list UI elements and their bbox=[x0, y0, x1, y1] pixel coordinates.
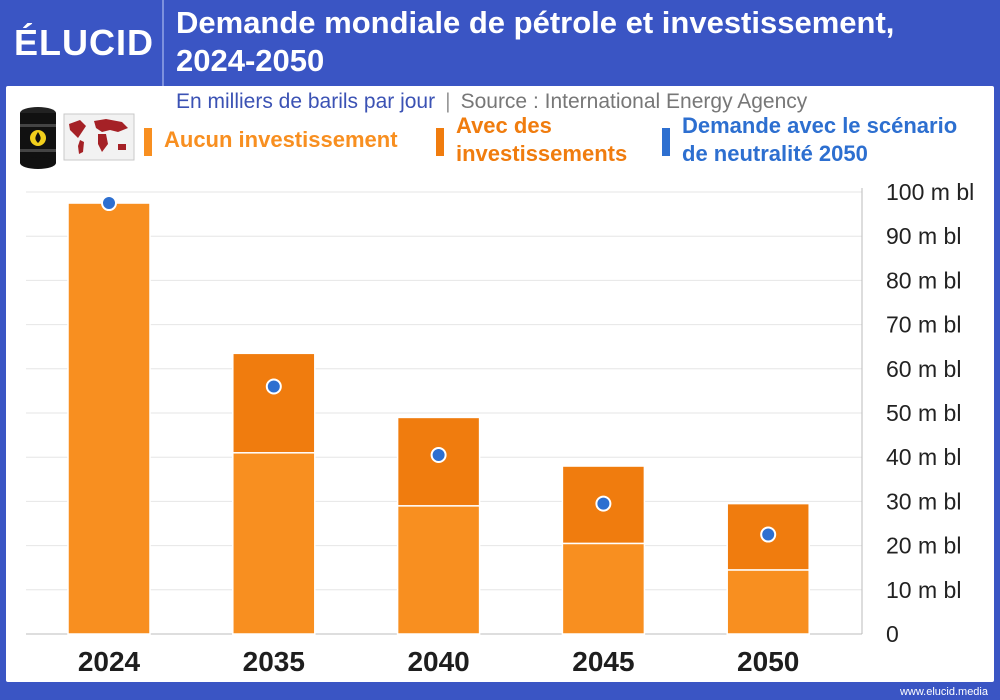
net-zero-point bbox=[760, 526, 777, 543]
title-line-2: 2024-2050 bbox=[176, 43, 325, 78]
net-zero-point bbox=[430, 446, 447, 463]
y-tick-label: 100 m bl bbox=[886, 179, 974, 205]
legend-swatch-no-investment bbox=[144, 128, 152, 156]
x-tick-label: 2045 bbox=[572, 646, 634, 677]
y-tick-label: 80 m bl bbox=[886, 267, 961, 293]
y-tick-label: 20 m bl bbox=[886, 533, 961, 559]
legend-label-no-investment: Aucun investissement bbox=[164, 127, 398, 152]
bar-no-investment bbox=[396, 505, 481, 635]
x-tick-label: 2050 bbox=[737, 646, 799, 677]
legend-label-with-investment-line-2: investissements bbox=[456, 141, 628, 166]
subtitle-separator: | bbox=[445, 90, 451, 113]
header-divider bbox=[162, 0, 164, 86]
net-zero-point bbox=[101, 195, 117, 212]
chart-panel bbox=[6, 86, 994, 682]
y-tick-label: 30 m bl bbox=[886, 488, 961, 514]
unit-text: En milliers de barils par jour bbox=[176, 90, 436, 113]
net-zero-point bbox=[595, 495, 612, 512]
legend-label-net-zero: Demande avec le scénario de neutralité 2… bbox=[682, 112, 957, 168]
legend-item-net-zero[interactable]: Demande avec le scénario de neutralité 2… bbox=[662, 112, 957, 168]
y-tick-label: 0 bbox=[886, 621, 899, 647]
y-tick-label: 90 m bl bbox=[886, 223, 961, 249]
legend-label-net-zero-line-1: Demande avec le scénario bbox=[682, 113, 958, 138]
y-tick-label: 60 m bl bbox=[886, 356, 961, 382]
oil-barrel-and-map-icons bbox=[20, 107, 135, 169]
legend-item-no-investment[interactable]: Aucun investissement bbox=[144, 116, 398, 156]
title-line-1: Demande mondiale de pétrole et investiss… bbox=[176, 5, 895, 40]
legend-item-with-investment[interactable]: Avec des investissements bbox=[436, 112, 627, 168]
legend-swatch-with-investment bbox=[436, 128, 444, 156]
x-tick-label: 2035 bbox=[243, 646, 305, 677]
oil-barrel-icon bbox=[20, 107, 56, 169]
x-tick-label: 2040 bbox=[407, 646, 469, 677]
legend-swatch-net-zero bbox=[662, 128, 670, 156]
bar-no-investment bbox=[67, 202, 151, 635]
elucid-logo[interactable]: ÉLUCID bbox=[14, 22, 154, 63]
page-title: Demande mondiale de pétrole et investiss… bbox=[176, 4, 986, 80]
footer-url[interactable]: www.elucid.media bbox=[899, 686, 988, 698]
y-tick-label: 10 m bl bbox=[886, 577, 961, 603]
subtitle: En milliers de barils par jour | Source : … bbox=[176, 90, 807, 114]
bar-no-investment bbox=[726, 569, 810, 635]
bar-with-investment bbox=[396, 416, 481, 507]
bar-no-investment bbox=[232, 452, 316, 635]
world-map-icon bbox=[63, 113, 135, 161]
legend-label-with-investment-line-1: Avec des bbox=[456, 113, 552, 138]
bar-with-investment bbox=[232, 352, 316, 454]
bar-no-investment bbox=[561, 542, 646, 635]
x-tick-label: 2024 bbox=[78, 646, 141, 677]
source-text: Source : International Energy Agency bbox=[460, 90, 808, 113]
y-tick-label: 50 m bl bbox=[886, 400, 961, 426]
legend-label-with-investment: Avec des investissements bbox=[456, 112, 627, 168]
net-zero-point bbox=[265, 378, 282, 395]
header: ÉLUCID Demande mondiale de pétrole et in… bbox=[0, 0, 1000, 86]
legend-label-net-zero-line-2: de neutralité 2050 bbox=[682, 141, 868, 166]
y-tick-label: 70 m bl bbox=[886, 312, 961, 338]
y-tick-label: 40 m bl bbox=[886, 444, 961, 470]
